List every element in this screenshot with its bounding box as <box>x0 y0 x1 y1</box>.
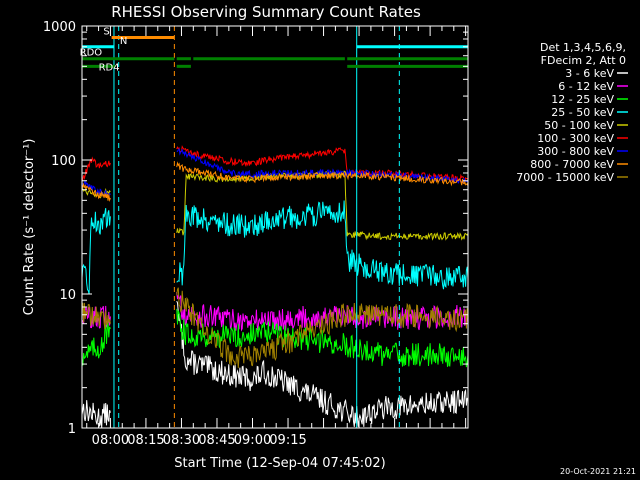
legend-header-line-2: FDecim 2, Att 0 <box>541 54 626 67</box>
flag-label-n: N <box>120 36 127 47</box>
legend-header-line-1: Det 1,3,4,5,6,9, <box>540 41 626 54</box>
y-tick-label: 100 <box>51 154 76 169</box>
y-tick-label: 1000 <box>43 20 76 35</box>
x-tick-label: 08:45 <box>198 433 235 448</box>
y-tick-label: 1 <box>68 422 76 437</box>
x-tick-label: 09:15 <box>269 433 306 448</box>
series-line-8 <box>82 161 468 203</box>
x-tick-label: 09:00 <box>234 433 271 448</box>
chart-title: RHESSI Observing Summary Count Rates <box>111 3 421 21</box>
flag-label-rdo: RDO <box>80 48 103 59</box>
series-line-1 <box>82 300 468 428</box>
series-line-4 <box>82 200 468 295</box>
x-tick-label: 08:00 <box>92 433 129 448</box>
legend-entry-label: 300 - 800 keV <box>537 145 614 158</box>
timestamp: 20-Oct-2021 21:21 <box>560 467 636 476</box>
x-tick-label: 08:15 <box>127 433 164 448</box>
plot-border <box>81 25 469 429</box>
legend-entry-label: 800 - 7000 keV <box>530 158 614 171</box>
legend-entry-label: 6 - 12 keV <box>558 80 614 93</box>
y-axis-ticks: 1 10 100 1000 <box>43 20 468 437</box>
flag-label-rd4: RD4 <box>99 62 120 73</box>
legend-entry-label: 100 - 300 keV <box>537 132 614 145</box>
legend-entry-label: 7000 - 15000 keV <box>516 171 614 184</box>
legend-entry-label: 25 - 50 keV <box>551 106 614 119</box>
plot-area: SN RDO RD4 <box>80 26 468 428</box>
legend-entry-label: 3 - 6 keV <box>565 67 614 80</box>
axis-frame <box>81 25 469 429</box>
x-axis-label: Start Time (12-Sep-04 07:45:02) <box>174 456 385 471</box>
legend-entry-label: 50 - 100 keV <box>544 119 614 132</box>
legend-entry-label: 12 - 25 keV <box>551 93 614 106</box>
x-tick-label: 08:30 <box>163 433 200 448</box>
legend: Det 1,3,4,5,6,9, FDecim 2, Att 0 3 - 6 k… <box>516 41 628 184</box>
flag-label-s: S <box>103 27 109 38</box>
series-line-7 <box>82 147 468 198</box>
series-line-3 <box>82 308 468 368</box>
series-line-2 <box>82 292 468 332</box>
y-axis-label: Count Rate (s⁻¹ detector⁻¹) <box>22 139 37 316</box>
y-tick-label: 10 <box>59 288 76 303</box>
